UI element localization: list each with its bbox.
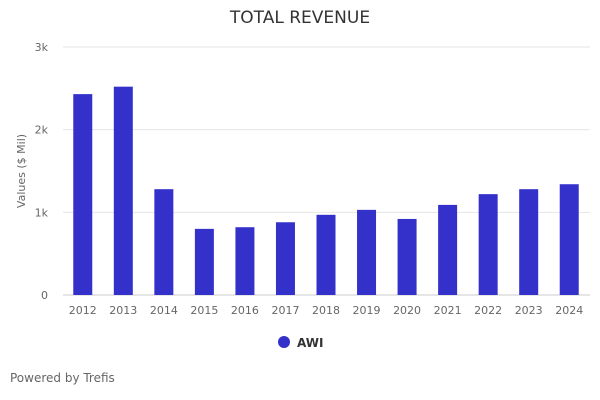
x-tick-label: 2024 [555, 304, 583, 317]
bar-2015 [194, 228, 214, 295]
x-tick-label: 2023 [515, 304, 543, 317]
x-tick-label: 2013 [109, 304, 137, 317]
bar-2021 [438, 204, 458, 295]
bar-2014 [154, 189, 174, 295]
bar-2024 [559, 184, 579, 295]
y-tick-label: 0 [41, 289, 48, 302]
x-tick-label: 2021 [434, 304, 462, 317]
bar-2019 [357, 209, 377, 295]
bar-2023 [519, 189, 539, 295]
x-tick-label: 2015 [190, 304, 218, 317]
y-tick-label: 1k [35, 206, 49, 219]
bar-2022 [478, 194, 498, 295]
x-tick-label: 2016 [231, 304, 259, 317]
x-tick-label: 2012 [69, 304, 97, 317]
x-tick-label: 2022 [474, 304, 502, 317]
x-tick-label: 2019 [353, 304, 381, 317]
x-tick-label: 2017 [271, 304, 299, 317]
chart-title: TOTAL REVENUE [229, 8, 371, 28]
bar-2012 [73, 94, 93, 296]
bar-2013 [113, 86, 133, 296]
y-tick-label: 3k [35, 41, 49, 54]
y-axis-label: Values ($ Mil) [15, 134, 28, 208]
y-tick-label: 2k [35, 124, 49, 137]
bar-2016 [235, 227, 255, 295]
bar-2017 [275, 222, 295, 295]
x-tick-label: 2018 [312, 304, 340, 317]
x-tick-label: 2020 [393, 304, 421, 317]
x-tick-label: 2014 [150, 304, 178, 317]
bar-2020 [397, 218, 417, 295]
powered-by-text: Powered by Trefis [10, 371, 115, 385]
legend-label: AWI [297, 336, 323, 350]
legend-marker [278, 336, 290, 348]
bar-2018 [316, 214, 336, 295]
